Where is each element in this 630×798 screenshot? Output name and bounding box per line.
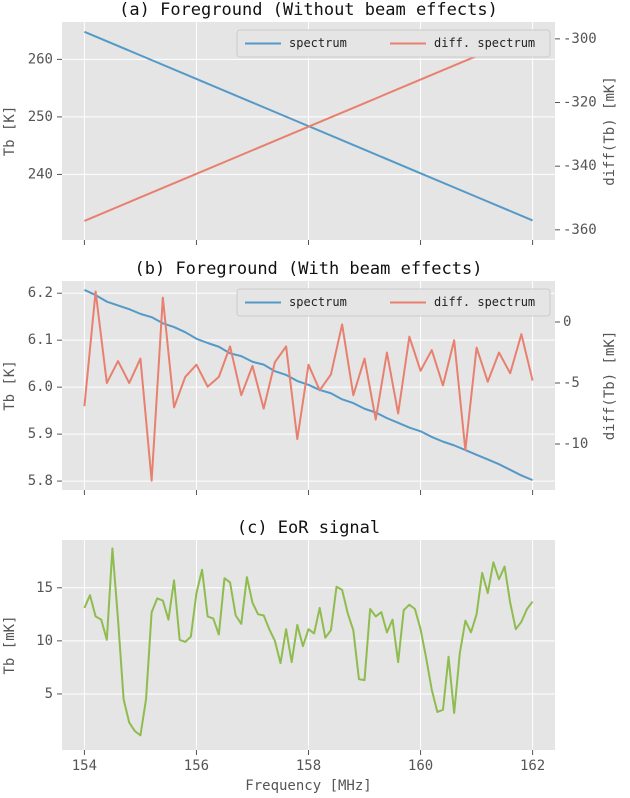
y2-axis-label: diff(Tb) [mK] <box>602 331 618 441</box>
y-tick-label: 5.9 <box>28 426 53 442</box>
y-tick-label: 250 <box>28 109 53 125</box>
y2-tick-label: -10 <box>563 436 588 452</box>
y2-axis-label: diff(Tb) [mK] <box>602 76 618 186</box>
y-tick-label: 6.2 <box>28 285 53 301</box>
x-tick-label: 156 <box>184 758 209 774</box>
legend-label: spectrum <box>289 295 347 309</box>
subplot: (b) Foreground (With beam effects) 5.8 5.9… <box>2 259 618 495</box>
y-tick-label: 6.0 <box>28 379 53 395</box>
subplot: (c) EoR signal 154 156 158 160 162 5 10 15 Tb [mK… <box>2 518 555 794</box>
y2-tick-label: -5 <box>563 375 580 391</box>
x-tick-label: 154 <box>72 758 97 774</box>
y-tick-label: 15 <box>36 580 53 596</box>
series-line <box>83 289 533 482</box>
y-tick-label: 260 <box>28 51 53 67</box>
y2-tick-label: -360 <box>563 222 597 238</box>
y2-tick-label: 0 <box>563 314 571 330</box>
y-tick-label: 5 <box>45 686 53 702</box>
y2-tick-label: -300 <box>563 31 597 47</box>
y-tick-label: 240 <box>28 166 53 182</box>
series-line <box>83 290 534 482</box>
legend-label: diff. spectrum <box>434 36 535 50</box>
subplot-title: (b) Foreground (With beam effects) <box>135 259 483 279</box>
y-axis-label: Tb [mK] <box>2 615 18 674</box>
legend-label: diff. spectrum <box>434 295 535 309</box>
y2-tick-label: -340 <box>563 158 597 174</box>
legend-label: spectrum <box>289 36 347 50</box>
x-tick-label: 162 <box>520 758 545 774</box>
y-tick-label: 5.8 <box>28 473 53 489</box>
series-line <box>84 31 533 222</box>
y-tick-label: 6.1 <box>28 332 53 348</box>
x-tick-label: 160 <box>408 758 433 774</box>
y2-tick-label: -320 <box>563 95 597 111</box>
x-tick-label: 158 <box>296 758 321 774</box>
y-tick-label: 10 <box>36 633 53 649</box>
y-axis-label: Tb [K] <box>2 360 18 411</box>
subplot: (a) Foreground (Without beam effects) 240… <box>2 0 618 245</box>
subplot-title: (a) Foreground (Without beam effects) <box>119 0 498 20</box>
y-axis-label: Tb [K] <box>2 106 18 157</box>
series-line <box>83 547 534 737</box>
subplot-title: (c) EoR signal <box>237 518 380 538</box>
x-axis-label: Frequency [MHz] <box>245 778 371 794</box>
